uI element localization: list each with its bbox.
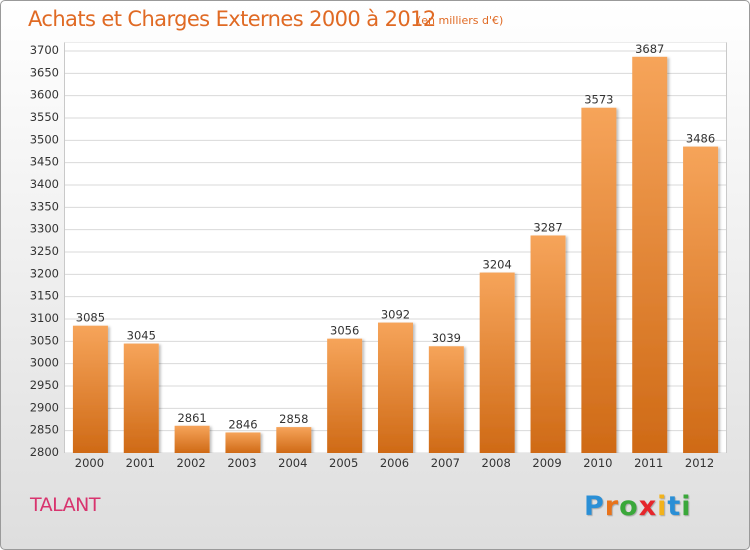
x-tick-label: 2003 bbox=[227, 456, 256, 470]
y-tick-label: 3000 bbox=[30, 356, 59, 370]
y-tick-label: 3600 bbox=[30, 88, 59, 102]
city-name: TALANT bbox=[30, 494, 100, 516]
data-label: 3287 bbox=[533, 220, 562, 234]
bar-2011 bbox=[632, 56, 668, 453]
y-tick-label: 3700 bbox=[30, 43, 59, 57]
y-tick-label: 3450 bbox=[30, 155, 59, 169]
plot-area: 3085 3045 2861 2846 2858 3056 3092 3039 3204 3287… bbox=[64, 42, 727, 453]
bar-2001 bbox=[123, 343, 159, 453]
bar-2000 bbox=[72, 325, 108, 453]
y-tick-label: 3550 bbox=[30, 110, 59, 124]
x-tick-label: 2004 bbox=[278, 456, 307, 470]
bar-2009 bbox=[530, 235, 566, 453]
logo-letter: i bbox=[681, 491, 692, 522]
bar-2002 bbox=[174, 425, 210, 453]
y-tick-label: 2800 bbox=[30, 445, 59, 459]
logo-letter: x bbox=[638, 491, 658, 522]
logo-letter: P bbox=[584, 491, 605, 522]
y-tick-label: 3300 bbox=[30, 222, 59, 236]
data-label: 2858 bbox=[279, 412, 308, 426]
y-tick-label: 2900 bbox=[30, 400, 59, 414]
bar-2008 bbox=[479, 272, 515, 453]
logo-letter: o bbox=[619, 491, 639, 522]
data-label: 3204 bbox=[483, 258, 512, 272]
x-tick-label: 2007 bbox=[431, 456, 460, 470]
y-tick-label: 3100 bbox=[30, 311, 59, 325]
y-tick-label: 3650 bbox=[30, 65, 59, 79]
bar-2004 bbox=[276, 427, 312, 453]
y-tick-label: 3350 bbox=[30, 199, 59, 213]
y-tick-label: 2950 bbox=[30, 378, 59, 392]
data-label: 3092 bbox=[381, 308, 410, 322]
y-tick-label: 3400 bbox=[30, 177, 59, 191]
logo-letter: r bbox=[604, 491, 620, 522]
data-label: 3573 bbox=[584, 93, 613, 107]
chart-title: Achats et Charges Externes 2000 à 2012 bbox=[28, 7, 436, 31]
data-label: 3085 bbox=[76, 311, 105, 325]
data-label: 3039 bbox=[432, 331, 461, 345]
data-label: 3687 bbox=[635, 43, 664, 56]
data-label: 3056 bbox=[330, 324, 359, 338]
proxiti-logo: Proxiti bbox=[584, 491, 692, 522]
logo-letter: i bbox=[657, 491, 668, 522]
data-label: 2861 bbox=[177, 411, 206, 425]
y-tick-label: 3250 bbox=[30, 244, 59, 258]
bar-2007 bbox=[428, 346, 464, 453]
bar-2010 bbox=[581, 107, 617, 453]
data-label: 3486 bbox=[686, 132, 715, 146]
x-tick-label: 2008 bbox=[482, 456, 511, 470]
x-tick-label: 2006 bbox=[380, 456, 409, 470]
bar-2006 bbox=[378, 322, 413, 453]
y-tick-label: 3500 bbox=[30, 132, 59, 146]
x-tick-label: 2012 bbox=[685, 456, 714, 470]
bar-2003 bbox=[225, 432, 261, 453]
x-tick-label: 2005 bbox=[329, 456, 358, 470]
bar-2012 bbox=[683, 146, 719, 453]
chart-unit: (en milliers d'€) bbox=[417, 14, 504, 27]
data-label: 2846 bbox=[228, 417, 257, 431]
y-tick-label: 3050 bbox=[30, 333, 59, 347]
x-tick-label: 2001 bbox=[126, 456, 155, 470]
x-tick-label: 2011 bbox=[634, 456, 663, 470]
bar-chart: 3085 3045 2861 2846 2858 3056 3092 3039 3204 3287… bbox=[65, 43, 726, 453]
bar-2005 bbox=[327, 338, 363, 453]
x-tick-label: 2002 bbox=[176, 456, 205, 470]
x-tick-label: 2010 bbox=[583, 456, 612, 470]
x-tick-label: 2000 bbox=[75, 456, 104, 470]
data-label: 3045 bbox=[127, 329, 156, 343]
y-tick-label: 3200 bbox=[30, 266, 59, 280]
y-tick-label: 3150 bbox=[30, 289, 59, 303]
logo-letter: t bbox=[667, 491, 682, 522]
x-tick-label: 2009 bbox=[532, 456, 561, 470]
y-tick-label: 2850 bbox=[30, 423, 59, 437]
